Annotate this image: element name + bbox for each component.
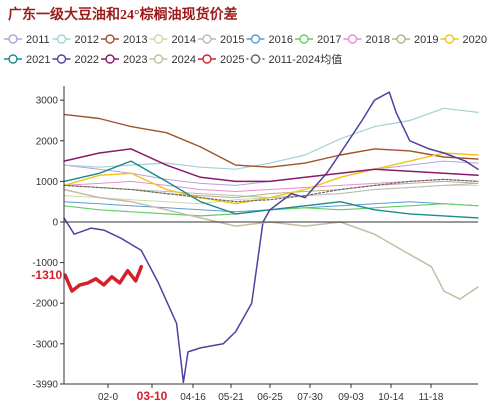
x-tick-label: 11-18: [419, 392, 444, 403]
plot-area: [63, 91, 479, 384]
y-tick-label: -3990: [32, 380, 58, 391]
legend-swatch-marker: [105, 54, 115, 64]
value-annotation: -1310: [31, 268, 62, 282]
legend: 2011 2012 2013 2014 2015 2016 2017 2018 2019 2020…: [4, 34, 487, 66]
legend-label: 2017: [317, 34, 341, 46]
legend-label: 2022: [75, 54, 99, 66]
x-tick-label: 07-30: [297, 392, 323, 403]
legend-label: 2011-2024均值: [269, 53, 343, 66]
x-axis: 02-0 03-10 04-16 05-21 06-25 07-30 09-03 10-14 1…: [64, 383, 478, 403]
legend-item-2022[interactable]: 2022: [52, 54, 99, 66]
legend-label: 2021: [26, 54, 50, 66]
legend-item-2024[interactable]: 2024: [149, 54, 196, 66]
legend-item-2020[interactable]: 2020: [440, 34, 487, 46]
legend-label: 2024: [172, 54, 196, 66]
legend-label: 2020: [463, 34, 487, 46]
legend-label: 2023: [123, 54, 147, 66]
series-line-2012: [63, 107, 479, 170]
legend-label: 2011: [26, 34, 50, 46]
x-tick-label: 02-0: [98, 392, 118, 403]
legend-item-2025[interactable]: 2025: [198, 54, 244, 66]
legend-swatch-marker: [153, 54, 164, 64]
legend-label: 2012: [75, 34, 99, 46]
chart-title: 广东一级大豆油和24°棕榈油现货价差: [8, 6, 238, 23]
legend-swatch-marker: [56, 54, 67, 64]
x-tick-label: 04-16: [180, 392, 206, 403]
legend-label: 2016: [269, 34, 293, 46]
legend-label: 2025: [220, 54, 244, 66]
legend-swatch-marker: [202, 54, 212, 64]
series-line-2015: [63, 182, 479, 199]
legend-label: 2013: [123, 34, 147, 46]
legend-swatch-marker: [8, 34, 18, 44]
legend-swatch-marker: [347, 34, 358, 44]
legend-swatch-marker: [8, 54, 18, 64]
legend-label: 2018: [366, 34, 390, 46]
legend-swatch-marker: [153, 34, 164, 44]
legend-swatch-marker: [299, 34, 309, 44]
legend-swatch-marker: [56, 34, 67, 44]
y-tick-label: 2000: [36, 136, 59, 147]
x-tick-label: 10-14: [378, 392, 404, 403]
series-line-2024: [63, 188, 479, 300]
y-tick-label: -3000: [32, 339, 58, 350]
x-tick-label: 06-25: [257, 392, 283, 403]
legend-item-2011-2024[interactable]: 2011-2024均值: [246, 53, 343, 66]
annotations: -1310: [31, 268, 62, 282]
series-line-2019: [63, 180, 479, 199]
legend-swatch-marker: [105, 34, 115, 44]
legend-swatch-marker: [444, 34, 455, 44]
series-line-2022: [63, 91, 479, 384]
legend-label: 2015: [220, 34, 244, 46]
series-line-2023: [63, 148, 479, 183]
legend-swatch-marker: [250, 54, 261, 64]
legend-item-2013[interactable]: 2013: [101, 34, 147, 46]
legend-item-2015[interactable]: 2015: [198, 34, 244, 46]
legend-swatch-marker: [202, 34, 212, 44]
legend-item-2017[interactable]: 2017: [295, 34, 341, 46]
legend-item-2019[interactable]: 2019: [392, 34, 438, 46]
legend-label: 2019: [414, 34, 438, 46]
y-axis: 3000 2000 1000 0 -1000 -2000 -3000 -3990: [32, 86, 478, 391]
x-tick-label: 03-10: [137, 389, 168, 403]
y-tick-label: -2000: [32, 299, 58, 310]
legend-swatch-marker: [250, 34, 261, 44]
legend-item-2021[interactable]: 2021: [4, 54, 50, 66]
legend-item-2014[interactable]: 2014: [149, 34, 196, 46]
series-line-2013: [63, 113, 479, 168]
y-tick-label: 3000: [36, 96, 59, 107]
legend-item-2023[interactable]: 2023: [101, 54, 147, 66]
legend-label: 2014: [172, 34, 196, 46]
legend-item-2012[interactable]: 2012: [52, 34, 99, 46]
series-line-2025: [63, 264, 144, 293]
legend-item-2018[interactable]: 2018: [343, 34, 390, 46]
series-line-2020: [63, 152, 479, 205]
x-tick-label: 05-21: [218, 392, 244, 403]
legend-item-2011[interactable]: 2011: [4, 34, 50, 46]
series-line-2011-2024: [63, 178, 479, 203]
y-tick-label: 1000: [36, 177, 59, 188]
legend-swatch-marker: [396, 34, 406, 44]
x-tick-label: 09-03: [338, 392, 364, 403]
legend-item-2016[interactable]: 2016: [246, 34, 293, 46]
y-tick-label: -1000: [32, 258, 58, 269]
y-tick-label: 0: [52, 217, 58, 228]
